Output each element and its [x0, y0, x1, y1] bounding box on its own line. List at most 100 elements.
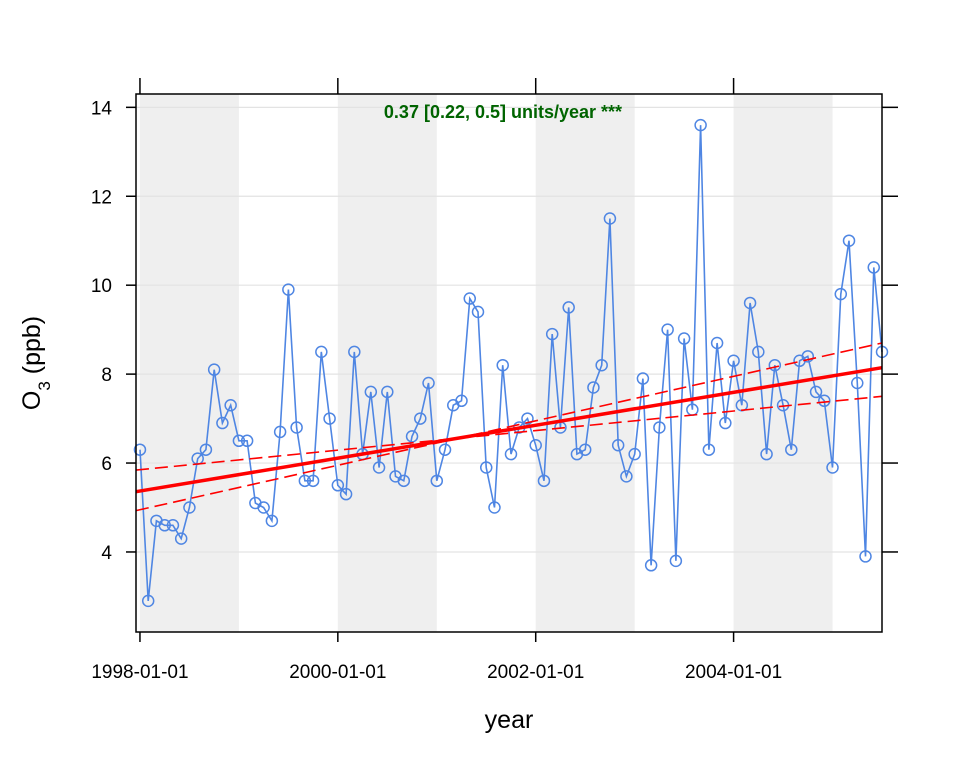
data-point — [537, 474, 551, 488]
data-point — [578, 443, 592, 456]
data-point — [471, 305, 485, 319]
data-point — [199, 443, 213, 456]
data-point — [867, 261, 881, 274]
data-point — [496, 358, 509, 372]
shaded-year-bands — [139, 94, 833, 632]
data-point — [348, 345, 361, 359]
data-point — [479, 461, 493, 474]
series-line — [139, 125, 883, 601]
data-point — [166, 519, 180, 532]
data-point — [306, 474, 320, 488]
data-point — [834, 287, 848, 301]
y-tick-label: 10 — [91, 276, 112, 297]
data-point — [141, 594, 155, 608]
data-point — [644, 559, 658, 572]
data-point — [364, 385, 378, 399]
data-point — [232, 434, 246, 448]
data-point — [752, 345, 765, 359]
data-point — [521, 412, 534, 425]
data-point — [298, 474, 312, 488]
data-point — [463, 292, 477, 305]
trend-lines — [135, 342, 883, 512]
year-band-3 — [733, 94, 833, 632]
x-tick-labels: 1998-01-01 2000-01-01 2002-01-01 2004-01-01 — [91, 662, 782, 683]
data-point — [620, 470, 633, 483]
y-tick-labels: 4 6 8 10 12 14 — [91, 98, 113, 564]
trend-annotation: 0.37 [0.22, 0.5] units/year *** — [384, 102, 622, 122]
data-point — [397, 474, 411, 488]
data-point — [661, 323, 674, 336]
year-band-1 — [337, 94, 437, 632]
grid-lines — [136, 106, 882, 553]
data-point — [488, 501, 501, 514]
data-point — [677, 332, 691, 345]
data-point — [595, 358, 608, 372]
y-axis-title-main: O — [18, 391, 46, 410]
x-tick-label: 1998-01-01 — [91, 662, 188, 683]
x-tick-label: 2000-01-01 — [289, 662, 386, 683]
data-point — [628, 447, 641, 461]
data-point — [216, 416, 229, 430]
data-point — [768, 358, 782, 372]
data-point — [587, 381, 600, 394]
data-point — [669, 554, 683, 568]
y-tick-label: 6 — [101, 454, 112, 475]
x-tick-label: 2004-01-01 — [685, 662, 782, 683]
data-point — [381, 385, 394, 399]
series-line-group — [139, 125, 883, 601]
data-point — [438, 443, 452, 456]
data-point — [710, 336, 724, 350]
data-point — [851, 376, 864, 390]
data-point — [636, 372, 650, 385]
data-point — [323, 412, 336, 425]
x-tick-label: 2002-01-01 — [487, 662, 584, 683]
y-axis-title-unit: (ppb) — [18, 316, 46, 381]
data-point — [653, 421, 666, 434]
data-point — [315, 345, 328, 359]
data-point — [183, 501, 196, 514]
y-tick-label: 12 — [91, 187, 112, 208]
data-points — [133, 118, 889, 608]
data-point — [727, 354, 740, 368]
data-point — [702, 443, 716, 456]
data-point — [265, 514, 279, 528]
data-point — [801, 350, 815, 363]
data-point — [174, 532, 188, 545]
x-axis-title: year — [485, 706, 534, 734]
data-point — [562, 301, 575, 314]
data-point — [809, 385, 823, 399]
data-point — [760, 447, 773, 461]
data-point — [842, 234, 856, 247]
data-point — [372, 461, 386, 474]
data-point — [224, 398, 237, 412]
data-point — [826, 461, 839, 474]
plot-frame — [135, 93, 883, 633]
data-point — [158, 519, 171, 532]
data-point — [331, 479, 345, 492]
year-band-0 — [139, 94, 239, 632]
trend-line — [135, 365, 883, 494]
y-tick-label: 4 — [101, 543, 112, 564]
data-point — [545, 327, 559, 341]
trend-upper-bound-line — [135, 342, 883, 512]
data-point — [694, 118, 707, 132]
axis-ticks — [126, 78, 898, 642]
data-point — [859, 550, 872, 563]
data-point — [422, 376, 435, 390]
data-point — [282, 283, 295, 296]
data-point — [257, 501, 270, 514]
data-point — [430, 474, 444, 488]
data-point — [339, 487, 353, 501]
year-band-2 — [535, 94, 635, 632]
y-tick-label: 8 — [101, 365, 112, 386]
data-point — [529, 439, 542, 452]
y-axis-title-subscript: 3 — [35, 381, 54, 390]
y-axis-title: O3 (ppb) — [18, 316, 54, 410]
data-point — [743, 296, 757, 310]
data-point — [133, 443, 147, 456]
data-point — [240, 434, 254, 448]
data-point — [290, 421, 303, 434]
data-point — [785, 443, 798, 456]
data-point — [455, 394, 468, 408]
